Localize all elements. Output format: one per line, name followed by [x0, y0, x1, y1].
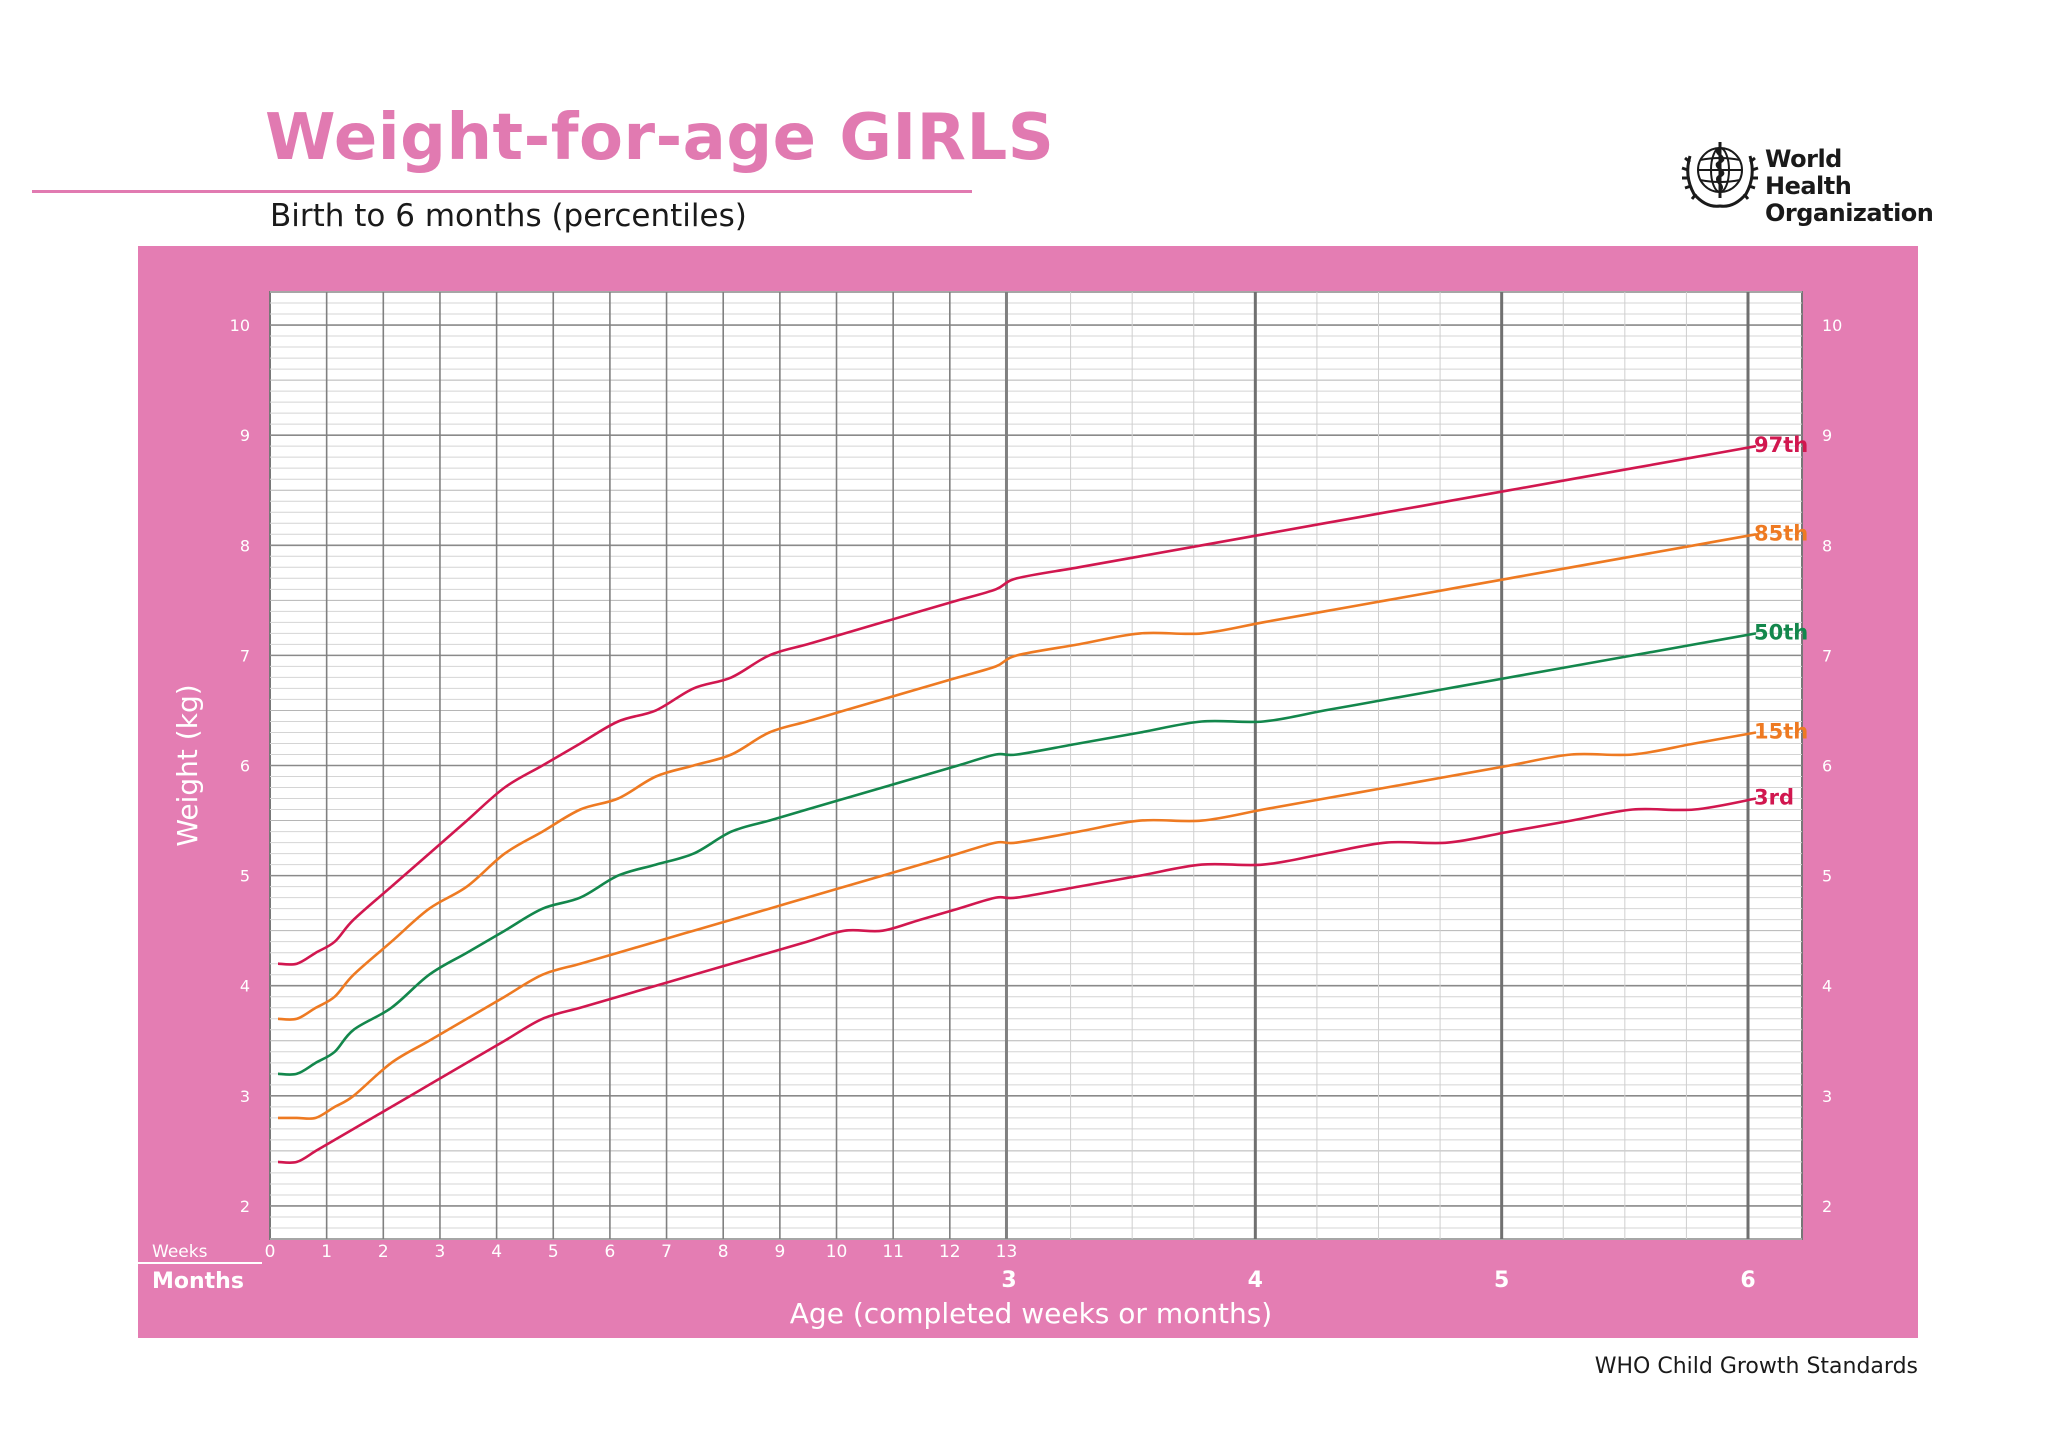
y-tick-label-right: 5 [1822, 867, 1832, 886]
x-week-tick-label: 13 [996, 1242, 1018, 1262]
y-tick-label-left: 4 [240, 977, 250, 996]
y-tick-label-left: 10 [230, 316, 250, 335]
who-logo-line1: World Health [1765, 145, 1852, 200]
y-tick-label-right: 8 [1822, 536, 1832, 555]
x-week-tick-label: 3 [435, 1242, 446, 1262]
series-label-50th: 50th [1754, 620, 1808, 644]
y-tick-label-right: 2 [1822, 1197, 1832, 1216]
y-tick-label-right: 3 [1822, 1087, 1832, 1106]
x-week-tick-label: 0 [265, 1242, 276, 1262]
x-week-tick-label: 8 [718, 1242, 729, 1262]
x-week-tick-label: 5 [548, 1242, 559, 1262]
y-tick-label-right: 7 [1822, 646, 1832, 665]
y-tick-label-right: 9 [1822, 426, 1832, 445]
y-tick-label-left: 7 [240, 646, 250, 665]
x-axis-title: Age (completed weeks or months) [790, 1297, 1272, 1330]
curve-3rd [277, 797, 1757, 1165]
chart-title: Weight-for-age GIRLS [265, 101, 1055, 175]
x-weeks-label: Weeks [152, 1242, 208, 1262]
who-logo-line2: Organization [1765, 199, 1934, 227]
x-week-tick-label: 1 [321, 1242, 332, 1262]
x-months-label: Months [152, 1269, 244, 1294]
x-month-tick-label: 3 [1001, 1268, 1016, 1293]
x-week-tick-label: 12 [939, 1242, 961, 1262]
curve-97th [277, 444, 1757, 966]
y-tick-label-right: 10 [1822, 316, 1842, 335]
y-tick-label-left: 9 [240, 426, 250, 445]
x-week-tick-label: 4 [491, 1242, 502, 1262]
y-tick-label-left: 3 [240, 1087, 250, 1106]
chart-subtitle: Birth to 6 months (percentiles) [270, 198, 747, 234]
series-label-97th: 97th [1754, 433, 1808, 457]
y-tick-label-left: 5 [240, 867, 250, 886]
curve-85th [277, 533, 1757, 1021]
curve-15th [277, 731, 1757, 1120]
series-label-3rd: 3rd [1754, 786, 1794, 810]
series-label-15th: 15th [1754, 719, 1808, 743]
who-emblem-icon [1681, 142, 1759, 208]
x-month-tick-label: 4 [1248, 1268, 1263, 1293]
y-tick-label-right: 6 [1822, 757, 1832, 776]
chart-panel: 2 2 3 3 4 4 5 5 6 6 7 7 8 8 9 9 10 10 Weight (kg) Weeks 0 1 2 3… [138, 246, 1918, 1338]
who-logo-text: World Health Organization [1765, 145, 1934, 227]
who-logo: World Health Organization [1680, 136, 1934, 227]
y-tick-label-left: 8 [240, 536, 250, 555]
y-tick-label-right: 4 [1822, 977, 1832, 996]
x-week-tick-label: 11 [882, 1242, 904, 1262]
y-axis-title: Weight (kg) [171, 684, 204, 846]
x-week-tick-label: 10 [826, 1242, 848, 1262]
footer-source: WHO Child Growth Standards [1594, 1354, 1918, 1379]
series-label-85th: 85th [1754, 521, 1808, 545]
curve-50th [277, 632, 1757, 1076]
y-tick-label-left: 6 [240, 757, 250, 776]
x-week-tick-label: 6 [604, 1242, 615, 1262]
x-week-tick-label: 7 [661, 1242, 672, 1262]
x-week-tick-label: 9 [774, 1242, 785, 1262]
x-month-tick-label: 6 [1740, 1268, 1755, 1293]
x-week-tick-label: 2 [378, 1242, 389, 1262]
title-underline [32, 190, 972, 193]
y-tick-label-left: 2 [240, 1197, 250, 1216]
x-month-tick-label: 5 [1494, 1268, 1509, 1293]
